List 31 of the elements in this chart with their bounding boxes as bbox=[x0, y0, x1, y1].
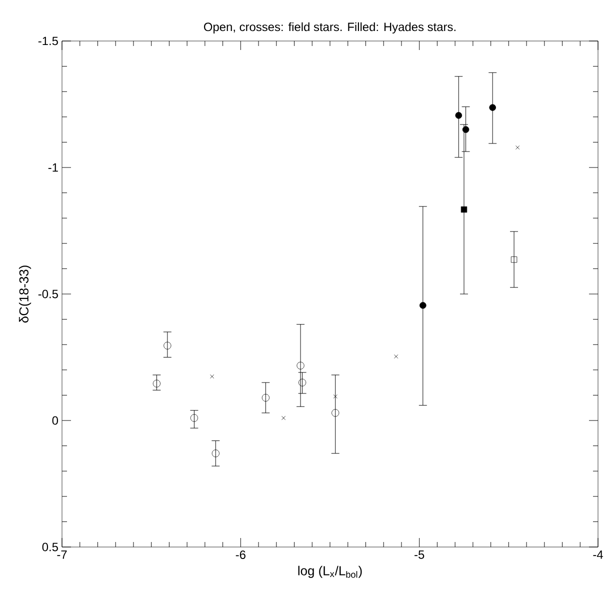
x-axis-title: log (L$_{x}$/L$_{bol}$) bbox=[298, 566, 362, 578]
point bbox=[455, 112, 462, 119]
point bbox=[210, 374, 214, 379]
point bbox=[462, 126, 470, 133]
y-tick-label: -1.5 bbox=[38, 36, 58, 46]
point bbox=[333, 394, 338, 398]
point bbox=[298, 378, 306, 386]
point bbox=[332, 409, 340, 417]
x-tick-label: -4 bbox=[593, 550, 603, 559]
point bbox=[420, 302, 426, 309]
point bbox=[394, 354, 398, 359]
point bbox=[212, 450, 220, 458]
point bbox=[190, 414, 198, 422]
y-tick-label: -1 bbox=[48, 163, 58, 172]
point bbox=[489, 104, 496, 111]
y-tick-label: 0 bbox=[52, 416, 58, 425]
point bbox=[296, 362, 304, 370]
y-axis-title: δC(18-33) bbox=[18, 266, 32, 323]
x-tick-label: -5 bbox=[414, 550, 424, 559]
x-tick-label: -6 bbox=[236, 550, 246, 559]
point bbox=[152, 380, 160, 388]
point bbox=[460, 206, 468, 213]
y-tick-label: 0.5 bbox=[42, 542, 58, 552]
point bbox=[262, 394, 270, 402]
point bbox=[516, 145, 520, 150]
x-tick-label: -7 bbox=[57, 550, 67, 559]
chart-title: Open, crosses: field stars. Filled: Hyades stars. bbox=[204, 22, 456, 34]
point bbox=[164, 342, 172, 350]
point bbox=[510, 256, 518, 263]
point bbox=[282, 416, 286, 420]
y-tick-label: -0.5 bbox=[38, 290, 58, 298]
